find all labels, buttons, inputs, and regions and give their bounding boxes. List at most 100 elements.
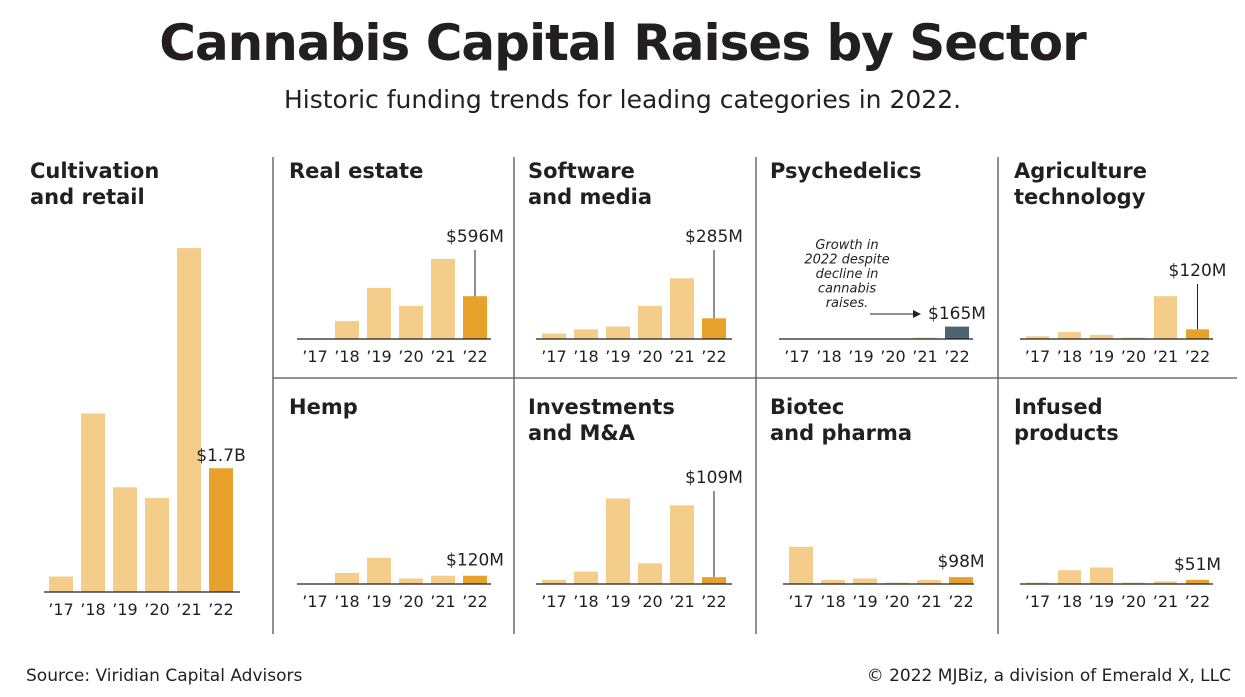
bar bbox=[542, 333, 566, 339]
tick-label: ’19 bbox=[1089, 347, 1114, 366]
tick-label: ’17 bbox=[1025, 592, 1050, 611]
chart-panel: Hemp ’17 ’18 ’19 ’20 ’21 ’22 $120M bbox=[289, 395, 504, 611]
value-label: $51M bbox=[1174, 555, 1221, 575]
tick-label: ’17 bbox=[541, 347, 566, 366]
tick-label: ’18 bbox=[820, 592, 845, 611]
bar bbox=[606, 498, 630, 584]
source-note: Source: Viridian Capital Advisors bbox=[26, 666, 303, 686]
tick-label: ’18 bbox=[1057, 592, 1082, 611]
bar bbox=[702, 318, 726, 339]
panel-title: Psychedelics bbox=[770, 159, 921, 183]
tick-label: ’19 bbox=[848, 347, 873, 366]
bar bbox=[853, 578, 877, 584]
bar bbox=[431, 258, 455, 339]
tick-label: ’21 bbox=[430, 592, 455, 611]
tick-label: ’17 bbox=[302, 592, 327, 611]
chart-panel: Psychedelics ’17 ’18 ’19 ’20 ’21 ’22 $165M Growt… bbox=[770, 159, 986, 366]
annotation-text: Growth in bbox=[815, 238, 878, 253]
bar bbox=[885, 582, 909, 584]
tick-label: ’18 bbox=[1057, 347, 1082, 366]
bar bbox=[638, 563, 662, 584]
bar bbox=[574, 329, 598, 339]
tick-label: ’20 bbox=[637, 347, 662, 366]
value-label: $98M bbox=[937, 552, 984, 572]
tick-label: ’20 bbox=[637, 592, 662, 611]
tick-label: ’21 bbox=[669, 347, 694, 366]
bar bbox=[367, 287, 391, 339]
bar bbox=[463, 296, 487, 339]
tick-label: ’18 bbox=[816, 347, 841, 366]
tick-label: ’20 bbox=[144, 600, 169, 619]
chart-subtitle: Historic funding trends for leading cate… bbox=[283, 85, 962, 114]
value-label: $165M bbox=[928, 304, 986, 324]
bar bbox=[431, 575, 455, 584]
tick-label: ’22 bbox=[208, 600, 233, 619]
bar bbox=[49, 576, 73, 592]
bar bbox=[1090, 334, 1113, 339]
bar bbox=[1026, 336, 1049, 339]
bar bbox=[542, 579, 566, 584]
value-label: $596M bbox=[446, 227, 504, 247]
value-label: $109M bbox=[685, 468, 743, 488]
tick-label: ’22 bbox=[462, 592, 487, 611]
tick-label: ’19 bbox=[605, 592, 630, 611]
tick-label: ’17 bbox=[784, 347, 809, 366]
bar bbox=[574, 571, 598, 584]
tick-label: ’17 bbox=[541, 592, 566, 611]
bar bbox=[789, 546, 813, 584]
chart-title: Cannabis Capital Raises by Sector bbox=[159, 14, 1087, 72]
tick-label: ’22 bbox=[1185, 592, 1210, 611]
chart-panel: Real estate ’17 ’18 ’19 ’20 ’21 ’22 $596M bbox=[289, 159, 504, 366]
tick-label: ’21 bbox=[1153, 347, 1178, 366]
tick-label: ’18 bbox=[573, 592, 598, 611]
panel-title: Cultivation bbox=[30, 159, 159, 183]
tick-label: ’21 bbox=[430, 347, 455, 366]
bar bbox=[670, 278, 694, 339]
panel-title: Biotec bbox=[770, 395, 844, 419]
panel-title: Infused bbox=[1014, 395, 1103, 419]
bar bbox=[399, 305, 423, 339]
tick-label: ’19 bbox=[1089, 592, 1114, 611]
bar bbox=[913, 337, 937, 339]
tick-label: ’18 bbox=[80, 600, 105, 619]
tick-label: ’20 bbox=[880, 347, 905, 366]
tick-label: ’17 bbox=[788, 592, 813, 611]
copyright-note: © 2022 MJBiz, a division of Emerald X, L… bbox=[866, 666, 1231, 686]
tick-label: ’18 bbox=[334, 347, 359, 366]
bar bbox=[1122, 582, 1145, 584]
tick-label: ’19 bbox=[605, 347, 630, 366]
tick-label: ’17 bbox=[48, 600, 73, 619]
bar bbox=[1154, 581, 1177, 584]
annotation-text: decline in bbox=[816, 267, 879, 282]
bar bbox=[702, 577, 726, 584]
bar bbox=[1186, 579, 1209, 584]
bar bbox=[949, 577, 973, 584]
bar bbox=[670, 505, 694, 584]
bar bbox=[1026, 582, 1049, 584]
annotation-text: 2022 despite bbox=[804, 253, 889, 268]
bar bbox=[1058, 332, 1081, 339]
tick-label: ’20 bbox=[398, 592, 423, 611]
tick-label: ’22 bbox=[462, 347, 487, 366]
bar bbox=[638, 305, 662, 339]
tick-label: ’20 bbox=[884, 592, 909, 611]
tick-label: ’22 bbox=[1185, 347, 1210, 366]
tick-label: ’17 bbox=[302, 347, 327, 366]
panel-title: Hemp bbox=[289, 395, 358, 419]
tick-label: ’21 bbox=[1153, 592, 1178, 611]
tick-label: ’19 bbox=[366, 347, 391, 366]
bar bbox=[177, 248, 201, 592]
bar bbox=[335, 572, 359, 584]
tick-label: ’22 bbox=[701, 592, 726, 611]
bar bbox=[917, 579, 941, 584]
annotation-text: cannabis bbox=[818, 282, 876, 297]
tick-label: ’19 bbox=[852, 592, 877, 611]
bar bbox=[1154, 296, 1177, 339]
tick-label: ’20 bbox=[1121, 592, 1146, 611]
bar bbox=[606, 326, 630, 339]
value-label: $120M bbox=[1169, 261, 1227, 281]
